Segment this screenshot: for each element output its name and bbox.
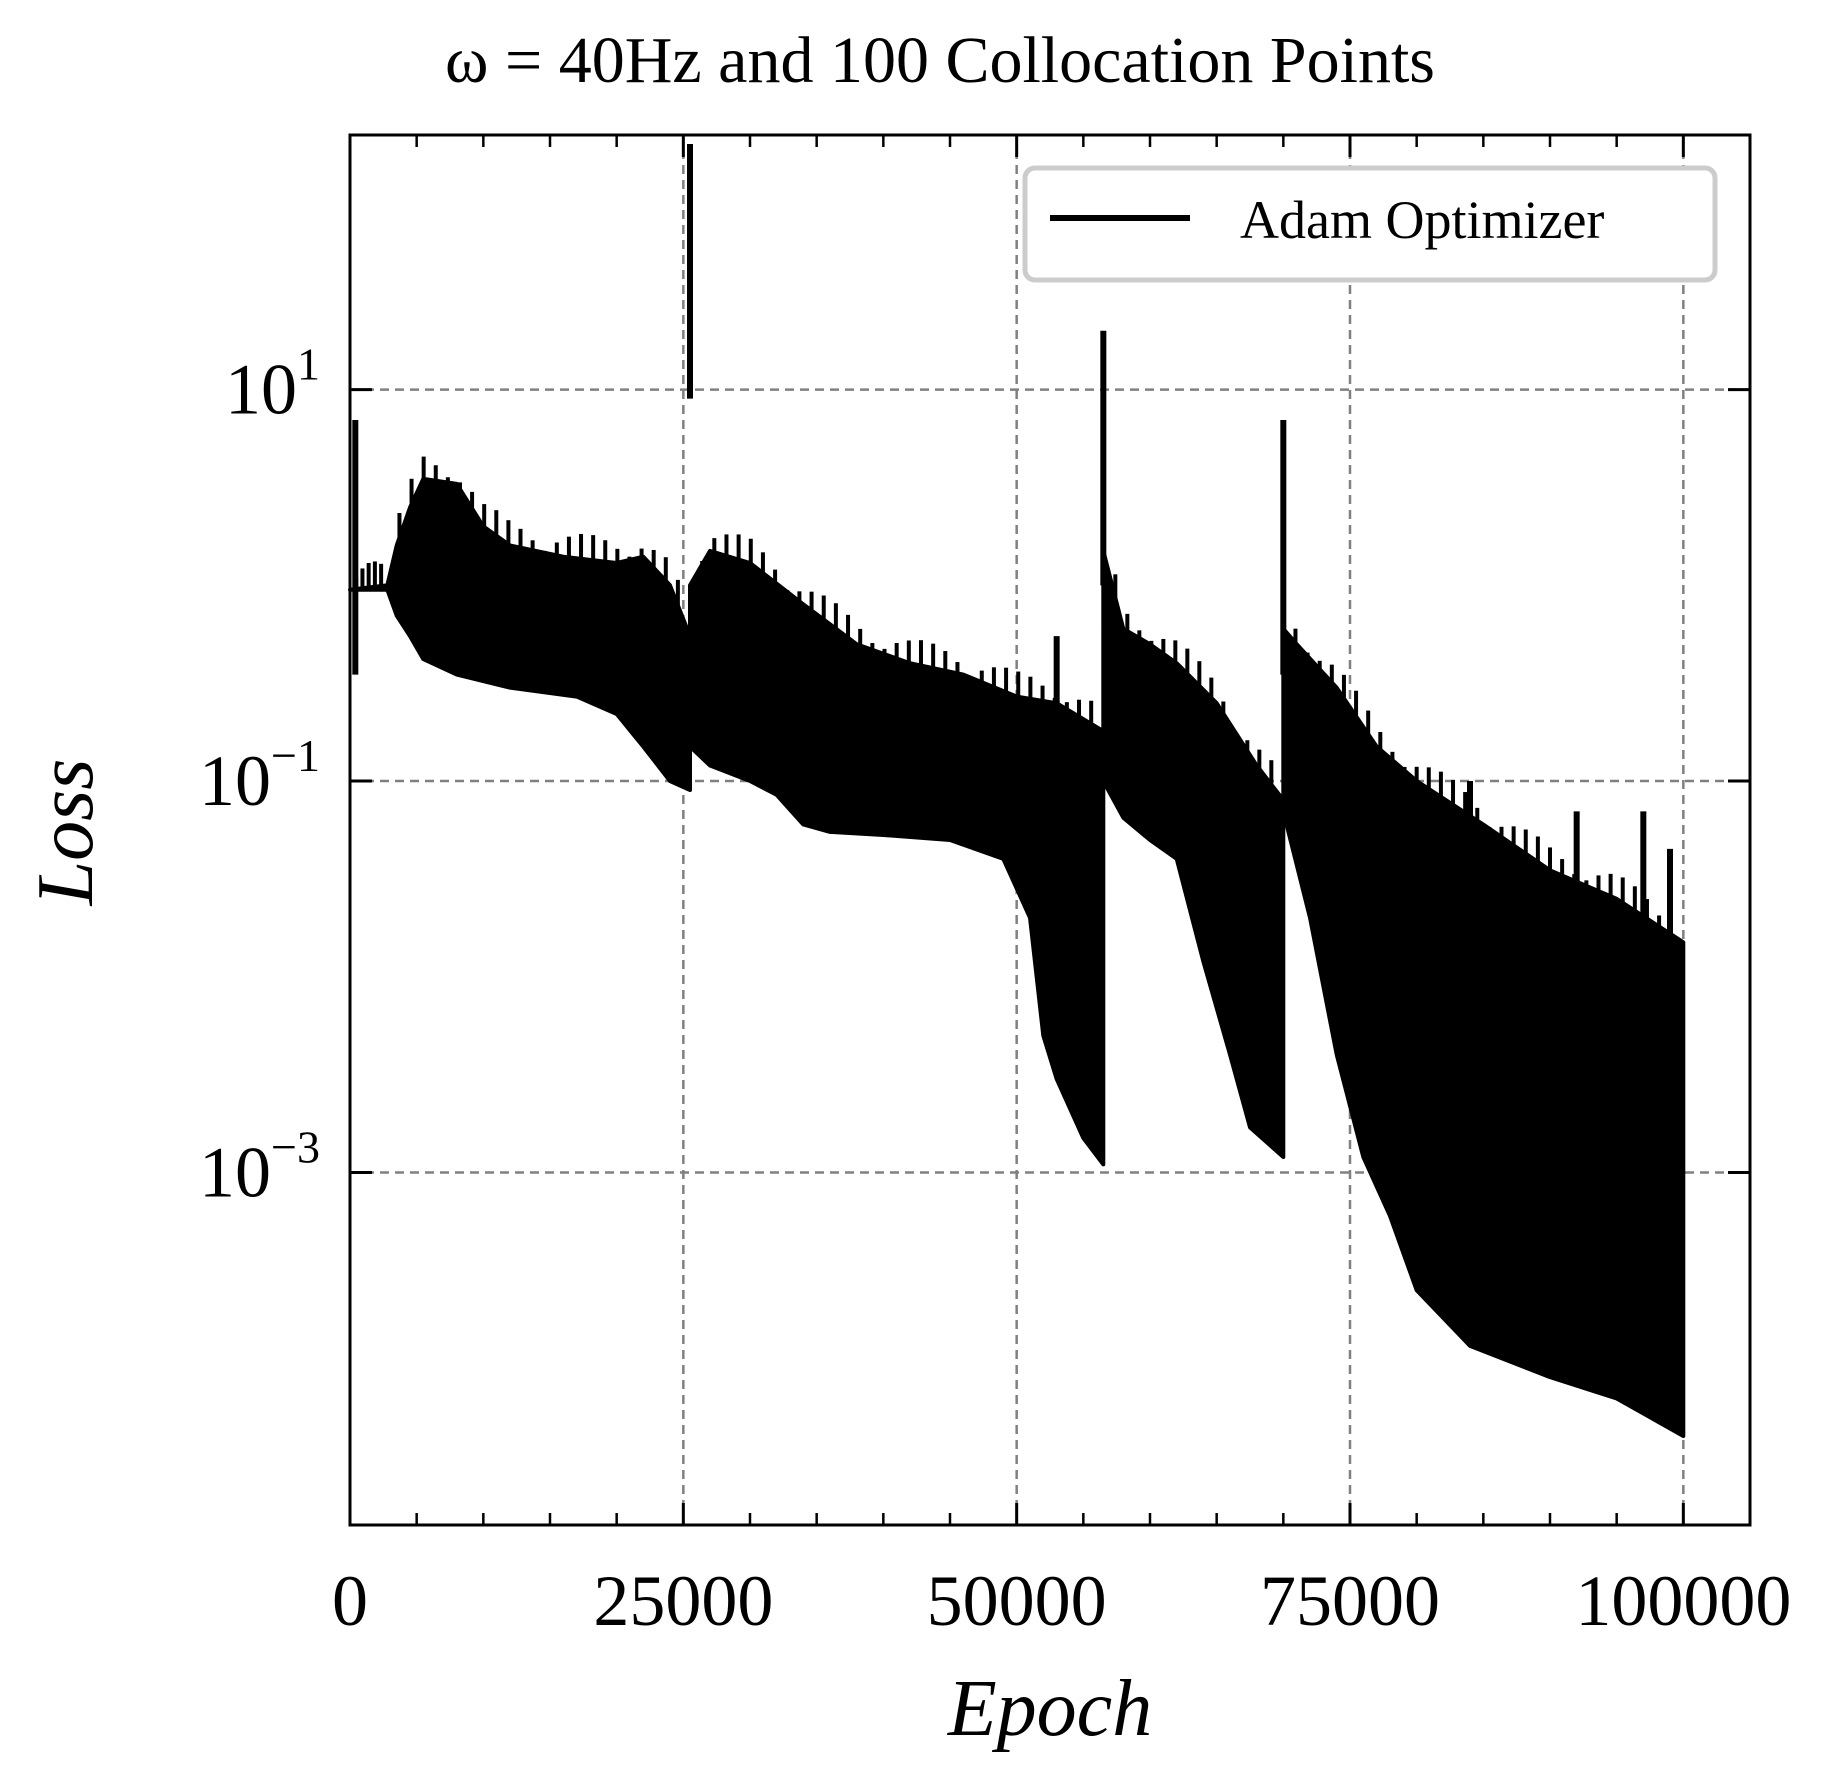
y-tick-labels: 101 10−1 10−3 <box>199 339 320 1213</box>
x-tick-label: 25000 <box>593 1561 773 1641</box>
loss-band <box>1281 626 1686 1438</box>
y-tick-label: 101 <box>225 339 320 430</box>
x-tick-label: 75000 <box>1260 1561 1440 1641</box>
plot-frame <box>348 133 1752 1527</box>
legend-box <box>1022 165 1718 283</box>
series-spikes <box>352 143 1673 1104</box>
y-tick-label: 10−3 <box>199 1121 320 1212</box>
x-tick-label: 50000 <box>927 1561 1107 1641</box>
x-tick-labels: 0 25000 50000 75000 100000 <box>332 1561 1791 1641</box>
legend: Adam Optimizer <box>1022 165 1718 283</box>
x-tick-label: 0 <box>332 1561 368 1641</box>
loss-band <box>385 476 692 792</box>
x-tick-label: 100000 <box>1575 1561 1791 1641</box>
loss-band <box>1101 548 1286 1159</box>
x-axis-label: Epoch <box>947 1665 1152 1753</box>
series-adam-optimizer <box>348 456 1686 1438</box>
chart-title: ω = 40Hz and 100 Collocation Points <box>445 24 1435 97</box>
y-tick-label: 10−1 <box>199 730 320 821</box>
y-axis-label: Loss <box>22 759 110 907</box>
axis-ticks <box>348 135 1750 1525</box>
loss-band <box>688 548 1106 1167</box>
legend-label-adam-optimizer: Adam Optimizer <box>1240 190 1604 250</box>
